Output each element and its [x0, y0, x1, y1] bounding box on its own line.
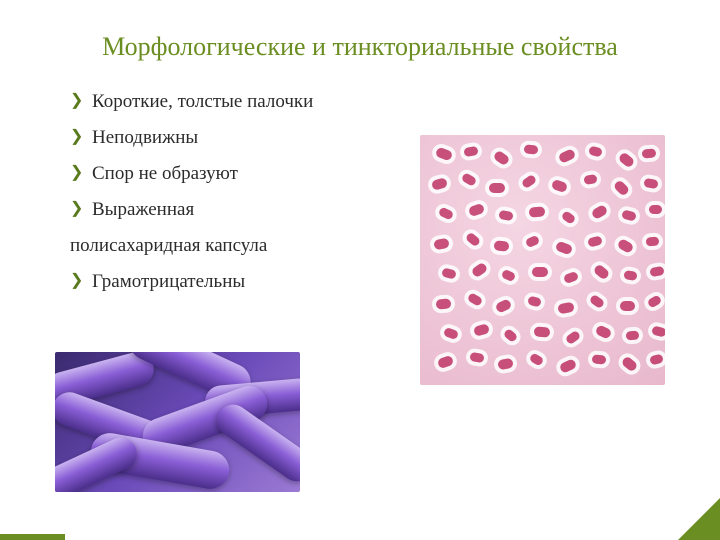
list-item-text: Короткие, толстые палочки	[92, 91, 313, 112]
list-item-text: Выраженная	[92, 199, 194, 220]
list-item-text: полисахаридная капсула	[70, 235, 267, 256]
bullet-marker-icon: ❯	[70, 266, 83, 296]
list-item: ❯ Выраженная	[70, 192, 390, 228]
accent-corner	[678, 498, 720, 540]
list-item-text: Грамотрицательны	[92, 271, 245, 292]
list-item-text: Неподвижны	[92, 127, 198, 148]
accent-bar	[0, 534, 65, 540]
bullet-marker-icon: ❯	[70, 122, 83, 152]
list-item: ❯ Грамотрицательны	[70, 264, 390, 300]
micrograph-image	[420, 135, 665, 385]
sem-image	[55, 352, 300, 492]
micrograph-canvas	[420, 135, 665, 385]
bullet-marker-icon: ❯	[70, 158, 83, 188]
bullet-marker-icon: ❯	[70, 86, 83, 116]
sem-canvas	[55, 352, 300, 492]
list-item: ❯ Спор не образуют	[70, 156, 390, 192]
list-item: полисахаридная капсула	[70, 228, 390, 264]
bullet-marker-icon: ❯	[70, 194, 83, 224]
slide: Морфологические и тинкториальные свойств…	[0, 0, 720, 540]
page-title: Морфологические и тинкториальные свойств…	[50, 30, 670, 64]
list-item-text: Спор не образуют	[92, 163, 238, 184]
bullet-list: ❯ Короткие, толстые палочки ❯ Неподвижны ❯ Сп…	[70, 84, 390, 301]
list-item: ❯ Короткие, толстые палочки	[70, 84, 390, 120]
list-item: ❯ Неподвижны	[70, 120, 390, 156]
